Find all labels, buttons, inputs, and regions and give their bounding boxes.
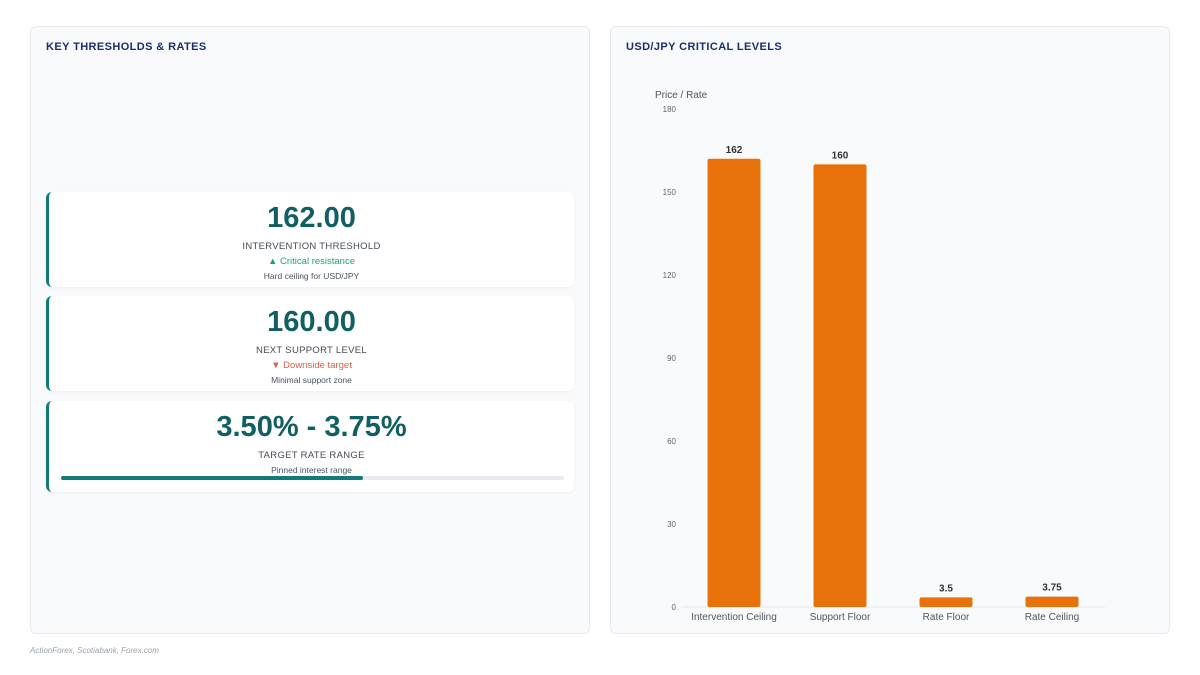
kpi-card-support: 160.00 NEXT SUPPORT LEVEL ▼ Downside tar… bbox=[46, 296, 574, 391]
kpi-note: Hard ceiling for USD/JPY bbox=[263, 271, 360, 281]
rate-progress-track bbox=[61, 476, 564, 480]
x-tick-label: Rate Floor bbox=[923, 612, 970, 623]
panel-title: KEY THRESHOLDS & RATES bbox=[46, 41, 207, 53]
bar bbox=[1025, 596, 1079, 607]
chart-panel: USD/JPY CRITICAL LEVELS Price / Rate 0 30… bbox=[610, 26, 1170, 634]
data-labels: 162 160 3.5 3.75 bbox=[726, 145, 1063, 595]
y-tick-label: 30 bbox=[667, 520, 676, 529]
x-tick-label: Support Floor bbox=[810, 612, 871, 623]
y-axis-label: Price / Rate bbox=[655, 90, 708, 101]
kpi-value: 162.00 bbox=[267, 202, 356, 234]
y-tick-label: 180 bbox=[663, 105, 677, 114]
bars bbox=[707, 158, 1079, 608]
bar-data-label: 162 bbox=[726, 145, 743, 156]
rate-progress-fill bbox=[61, 476, 363, 480]
kpi-note: Pinned interest range bbox=[271, 465, 352, 475]
y-tick-label: 150 bbox=[663, 188, 677, 197]
bar-data-label: 3.75 bbox=[1042, 583, 1062, 594]
kpi-label: INTERVENTION THRESHOLD bbox=[242, 241, 381, 252]
chart-title: USD/JPY CRITICAL LEVELS bbox=[626, 41, 783, 53]
kpi-card-rate-range: 3.50% - 3.75% TARGET RATE RANGE Pinned i… bbox=[46, 401, 574, 492]
bar-data-label: 3.5 bbox=[939, 583, 953, 594]
kpi-value: 160.00 bbox=[267, 306, 356, 338]
kpi-trend: ▲ Critical resistance bbox=[267, 256, 355, 267]
kpi-label: TARGET RATE RANGE bbox=[258, 450, 365, 461]
kpi-note: Minimal support zone bbox=[271, 375, 352, 385]
bar bbox=[707, 158, 761, 608]
bar-chart: Price / Rate 0 30 60 90 120 150 180 162 160 3.5 3… bbox=[655, 90, 1105, 623]
thresholds-panel: KEY THRESHOLDS & RATES 162.00 INTERVENTI… bbox=[30, 26, 590, 634]
y-tick-label: 60 bbox=[667, 437, 676, 446]
x-axis-ticks: Intervention Ceiling Support Floor Rate Fl… bbox=[691, 612, 1079, 623]
kpi-value: 3.50% - 3.75% bbox=[216, 411, 407, 443]
y-tick-label: 90 bbox=[667, 354, 676, 363]
bar bbox=[919, 597, 973, 607]
kpi-label: NEXT SUPPORT LEVEL bbox=[256, 345, 367, 356]
x-tick-label: Rate Ceiling bbox=[1025, 612, 1079, 623]
kpi-card-intervention: 162.00 INTERVENTION THRESHOLD ▲ Critical… bbox=[46, 192, 574, 287]
kpi-trend: ▼ Downside target bbox=[271, 360, 352, 371]
x-tick-label: Intervention Ceiling bbox=[691, 612, 777, 623]
y-tick-label: 0 bbox=[672, 603, 677, 612]
bar-data-label: 160 bbox=[832, 150, 849, 161]
y-axis-ticks: 0 30 60 90 120 150 180 bbox=[663, 105, 677, 612]
source-footnote: ActionForex, Scotiabank, Forex.com bbox=[30, 646, 159, 655]
y-tick-label: 120 bbox=[663, 271, 677, 280]
bar bbox=[813, 164, 867, 607]
